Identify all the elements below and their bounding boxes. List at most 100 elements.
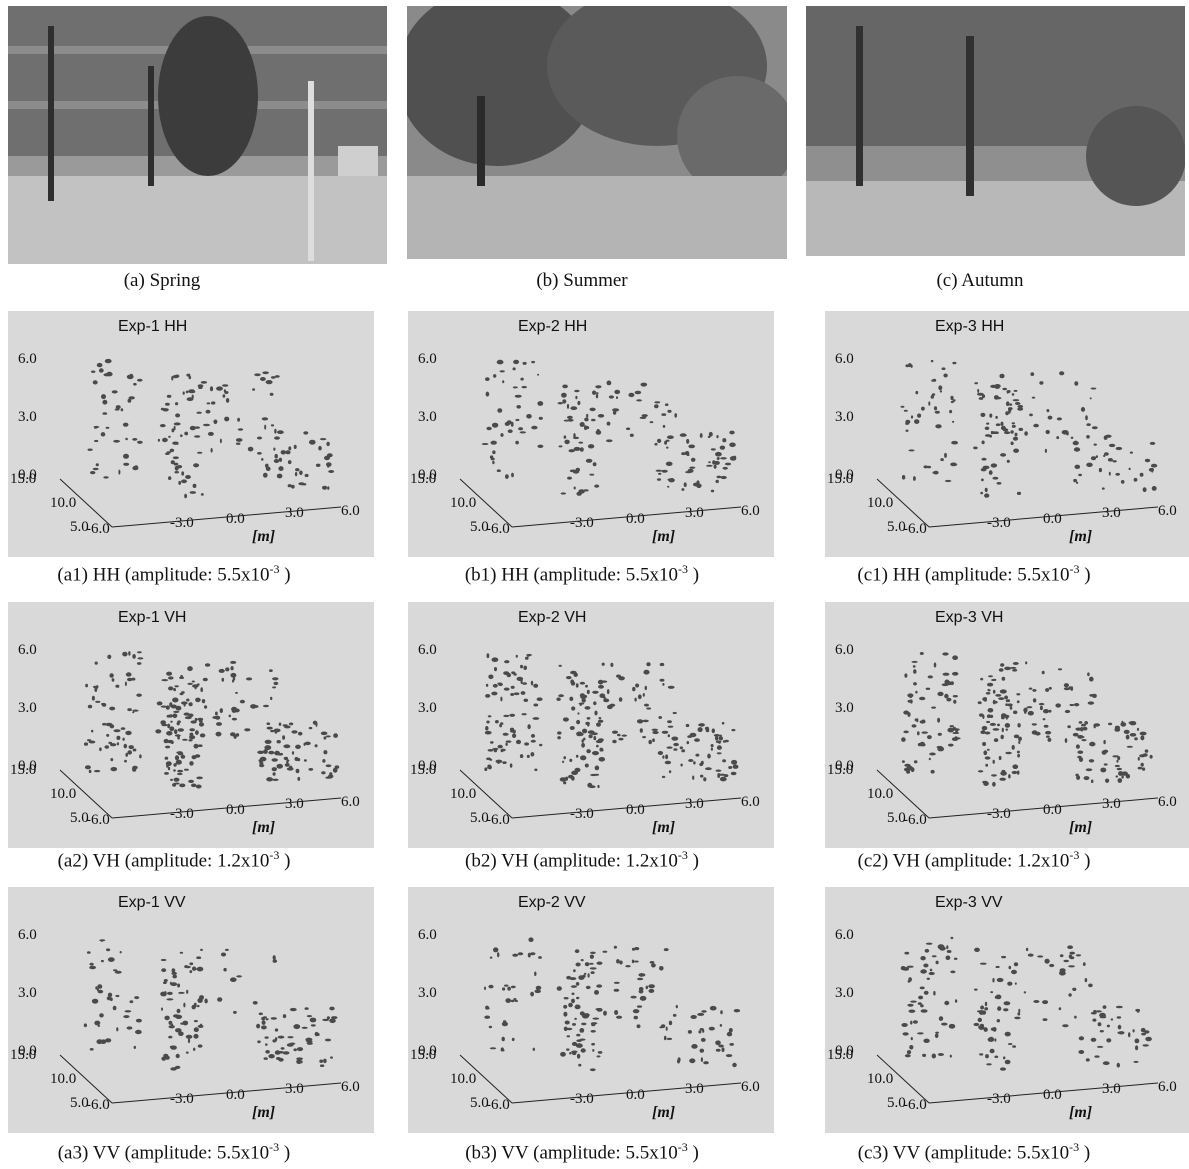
z-tick-label: 6.0 bbox=[835, 927, 854, 943]
radar-return-scatter bbox=[83, 939, 338, 1071]
panel-title: Exp-2 HH bbox=[518, 318, 587, 335]
z-tick-label: 0.0 bbox=[835, 1043, 854, 1059]
y-tick-label: 10.0 bbox=[450, 786, 476, 802]
radar-return-scatter bbox=[484, 937, 741, 1072]
x-tick-label: -6.0 bbox=[486, 521, 510, 537]
caption-text: (b3) VV (amplitude: 5.5x10 bbox=[465, 1142, 678, 1164]
y-tick-label: 10.0 bbox=[50, 1071, 76, 1087]
caption-exponent: -3 bbox=[677, 1140, 688, 1154]
radar-return-scatter bbox=[901, 652, 1153, 787]
x-tick-label: 0.0 bbox=[226, 511, 245, 527]
panel-caption: (b3) VV (amplitude: 5.5x10-3 ) bbox=[392, 1140, 772, 1164]
x-tick-label: 0.0 bbox=[626, 511, 645, 527]
y-tick-label: 5.0 bbox=[70, 810, 89, 826]
y-tick-label: 10.0 bbox=[50, 786, 76, 802]
panel-title: Exp-3 VV bbox=[935, 894, 1003, 911]
z-tick-label: 6.0 bbox=[835, 351, 854, 367]
caption-exponent: -3 bbox=[269, 848, 280, 862]
caption-exponent: -3 bbox=[1069, 848, 1080, 862]
z-tick-label: 3.0 bbox=[18, 985, 37, 1001]
x-tick-label: 6.0 bbox=[1158, 503, 1177, 519]
x-tick-label: -6.0 bbox=[86, 812, 110, 828]
x-tick-label: 6.0 bbox=[741, 794, 760, 810]
caption-text: (a1) HH (amplitude: 5.5x10 bbox=[57, 564, 270, 586]
panel-title: Exp-2 VV bbox=[518, 894, 586, 911]
z-tick-label: 6.0 bbox=[18, 927, 37, 943]
radar-panel: Exp-3 VH 6.0 3.0 0.0 15.0 10.0 5.0 -6.0 -3.0 0.0 3… bbox=[825, 602, 1189, 848]
y-tick-label: 5.0 bbox=[470, 810, 489, 826]
z-tick-label: 3.0 bbox=[835, 985, 854, 1001]
radar-return-scatter bbox=[484, 653, 739, 789]
y-tick-label: 15.0 bbox=[827, 1047, 853, 1063]
x-tick-label: 3.0 bbox=[1102, 505, 1121, 521]
panel-caption: (a2) VH (amplitude: 1.2x10-3 ) bbox=[0, 848, 364, 872]
x-tick-label: 0.0 bbox=[1043, 802, 1062, 818]
y-tick-label: 15.0 bbox=[827, 762, 853, 778]
x-tick-label: 6.0 bbox=[741, 1079, 760, 1095]
panel-title: Exp-3 HH bbox=[935, 318, 1004, 335]
panel-title: Exp-3 VH bbox=[935, 609, 1003, 626]
y-tick-label: 5.0 bbox=[887, 1095, 906, 1111]
caption-text: (c2) VH (amplitude: 1.2x10 bbox=[857, 850, 1070, 872]
panel-title: Exp-1 VH bbox=[118, 609, 186, 626]
z-tick-label: 3.0 bbox=[418, 409, 437, 425]
y-tick-label: 10.0 bbox=[867, 495, 893, 511]
caption-exponent: -3 bbox=[269, 562, 280, 576]
x-tick-label: 0.0 bbox=[626, 1087, 645, 1103]
y-tick-label: 5.0 bbox=[470, 1095, 489, 1111]
caption-text-end: ) bbox=[1079, 1142, 1091, 1164]
z-tick-label: 3.0 bbox=[418, 985, 437, 1001]
z-tick-label: 6.0 bbox=[835, 642, 854, 658]
panel-caption: (a1) HH (amplitude: 5.5x10-3 ) bbox=[0, 562, 364, 586]
axis-unit-label: [m] bbox=[1069, 1104, 1092, 1121]
panel-caption: (c2) VH (amplitude: 1.2x10-3 ) bbox=[784, 848, 1164, 872]
axis-unit-label: [m] bbox=[652, 528, 675, 545]
x-tick-label: 0.0 bbox=[626, 802, 645, 818]
radar-return-scatter bbox=[83, 651, 340, 789]
radar-panel: Exp-3 VV 6.0 3.0 0.0 15.0 10.0 5.0 -6.0 -3.0 0.0 3… bbox=[825, 887, 1189, 1133]
caption-text-end: ) bbox=[279, 1142, 291, 1164]
caption-text: (b2) VH (amplitude: 1.2x10 bbox=[465, 850, 678, 872]
x-tick-label: -6.0 bbox=[86, 1097, 110, 1113]
z-tick-label: 0.0 bbox=[418, 758, 437, 774]
z-tick-label: 3.0 bbox=[835, 700, 854, 716]
y-tick-label: 15.0 bbox=[410, 471, 436, 487]
z-tick-label: 0.0 bbox=[835, 467, 854, 483]
x-tick-label: 0.0 bbox=[226, 1087, 245, 1103]
radar-return-scatter bbox=[900, 936, 1152, 1071]
radar-return-scatter bbox=[900, 359, 1158, 498]
y-tick-label: 15.0 bbox=[10, 762, 36, 778]
radar-panel: Exp-1 VV 6.0 3.0 0.0 15.0 10.0 5.0 -6.0 -3.0 0.0 3… bbox=[8, 887, 374, 1133]
panel-title: Exp-1 HH bbox=[118, 318, 187, 335]
caption-text-end: ) bbox=[688, 564, 700, 586]
caption-text-end: ) bbox=[1079, 850, 1091, 872]
x-tick-label: 3.0 bbox=[1102, 796, 1121, 812]
axis-unit-label: [m] bbox=[1069, 528, 1092, 545]
z-tick-label: 3.0 bbox=[835, 409, 854, 425]
caption-exponent: -3 bbox=[1069, 562, 1080, 576]
x-tick-label: -6.0 bbox=[903, 1097, 927, 1113]
caption-spring: (a) Spring bbox=[123, 270, 201, 291]
radar-panel: Exp-1 VH 6.0 3.0 0.0 15.0 10.0 5.0 -6.0 -3.0 0.0 3… bbox=[8, 602, 374, 848]
caption-text: (a2) VH (amplitude: 1.2x10 bbox=[57, 850, 270, 872]
x-tick-label: -3.0 bbox=[170, 806, 194, 822]
z-tick-label: 6.0 bbox=[418, 642, 437, 658]
x-tick-label: 3.0 bbox=[685, 796, 704, 812]
caption-exponent: -3 bbox=[677, 848, 688, 862]
x-tick-label: 0.0 bbox=[226, 802, 245, 818]
radar-panel: Exp-1 HH 6.0 3.0 0.0 15.0 10.0 5.0 -6.0 -3.0 0.0 3… bbox=[8, 311, 374, 557]
y-tick-label: 10.0 bbox=[867, 1071, 893, 1087]
z-tick-label: 6.0 bbox=[418, 351, 437, 367]
radar-panel: Exp-2 VH 6.0 3.0 0.0 15.0 10.0 5.0 -6.0 -3.0 0.0 3… bbox=[408, 602, 774, 848]
radar-return-scatter bbox=[87, 358, 335, 499]
y-tick-label: 15.0 bbox=[410, 762, 436, 778]
x-tick-label: 6.0 bbox=[741, 503, 760, 519]
x-tick-label: -3.0 bbox=[170, 515, 194, 531]
y-tick-label: 10.0 bbox=[450, 1071, 476, 1087]
radar-return-scatter bbox=[481, 359, 737, 496]
y-tick-label: 10.0 bbox=[50, 495, 76, 511]
caption-text-end: ) bbox=[279, 850, 291, 872]
axis-unit-label: [m] bbox=[652, 819, 675, 836]
z-tick-label: 3.0 bbox=[418, 700, 437, 716]
y-tick-label: 5.0 bbox=[470, 519, 489, 535]
